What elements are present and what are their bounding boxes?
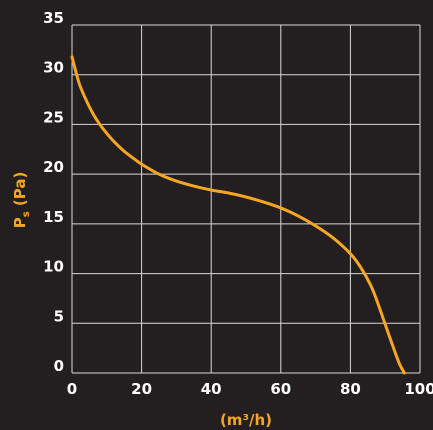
y-tick-label: 30: [43, 59, 64, 77]
x-tick-label: 20: [131, 380, 152, 398]
series-line: [70, 55, 406, 375]
x-tick-labels: 0 20 40 60 80 100: [67, 380, 433, 398]
x-axis-title: (m³/h): [220, 411, 272, 429]
x-tick-label: 40: [201, 380, 222, 398]
x-tick-label: 80: [340, 380, 361, 398]
y-tick-label: 10: [43, 258, 64, 276]
y-tick-label: 25: [43, 108, 64, 126]
y-tick-labels: 0 5 10 15 20 25 30 35: [43, 9, 64, 375]
y-axis-title-main: P: [11, 217, 29, 228]
y-axis-title: Ps (Pa): [11, 172, 32, 229]
x-tick-label: 0: [67, 380, 77, 398]
y-tick-label: 15: [43, 208, 64, 226]
grid: [71, 24, 421, 374]
x-tick-label: 100: [404, 380, 433, 398]
y-tick-label: 0: [54, 357, 64, 375]
x-tick-label: 60: [270, 380, 291, 398]
y-axis-title-rest: (Pa): [11, 172, 29, 212]
y-tick-label: 35: [43, 9, 64, 27]
y-axis-title-sub: s: [21, 211, 32, 217]
y-tick-label: 20: [43, 158, 64, 176]
y-tick-label: 5: [54, 307, 64, 325]
